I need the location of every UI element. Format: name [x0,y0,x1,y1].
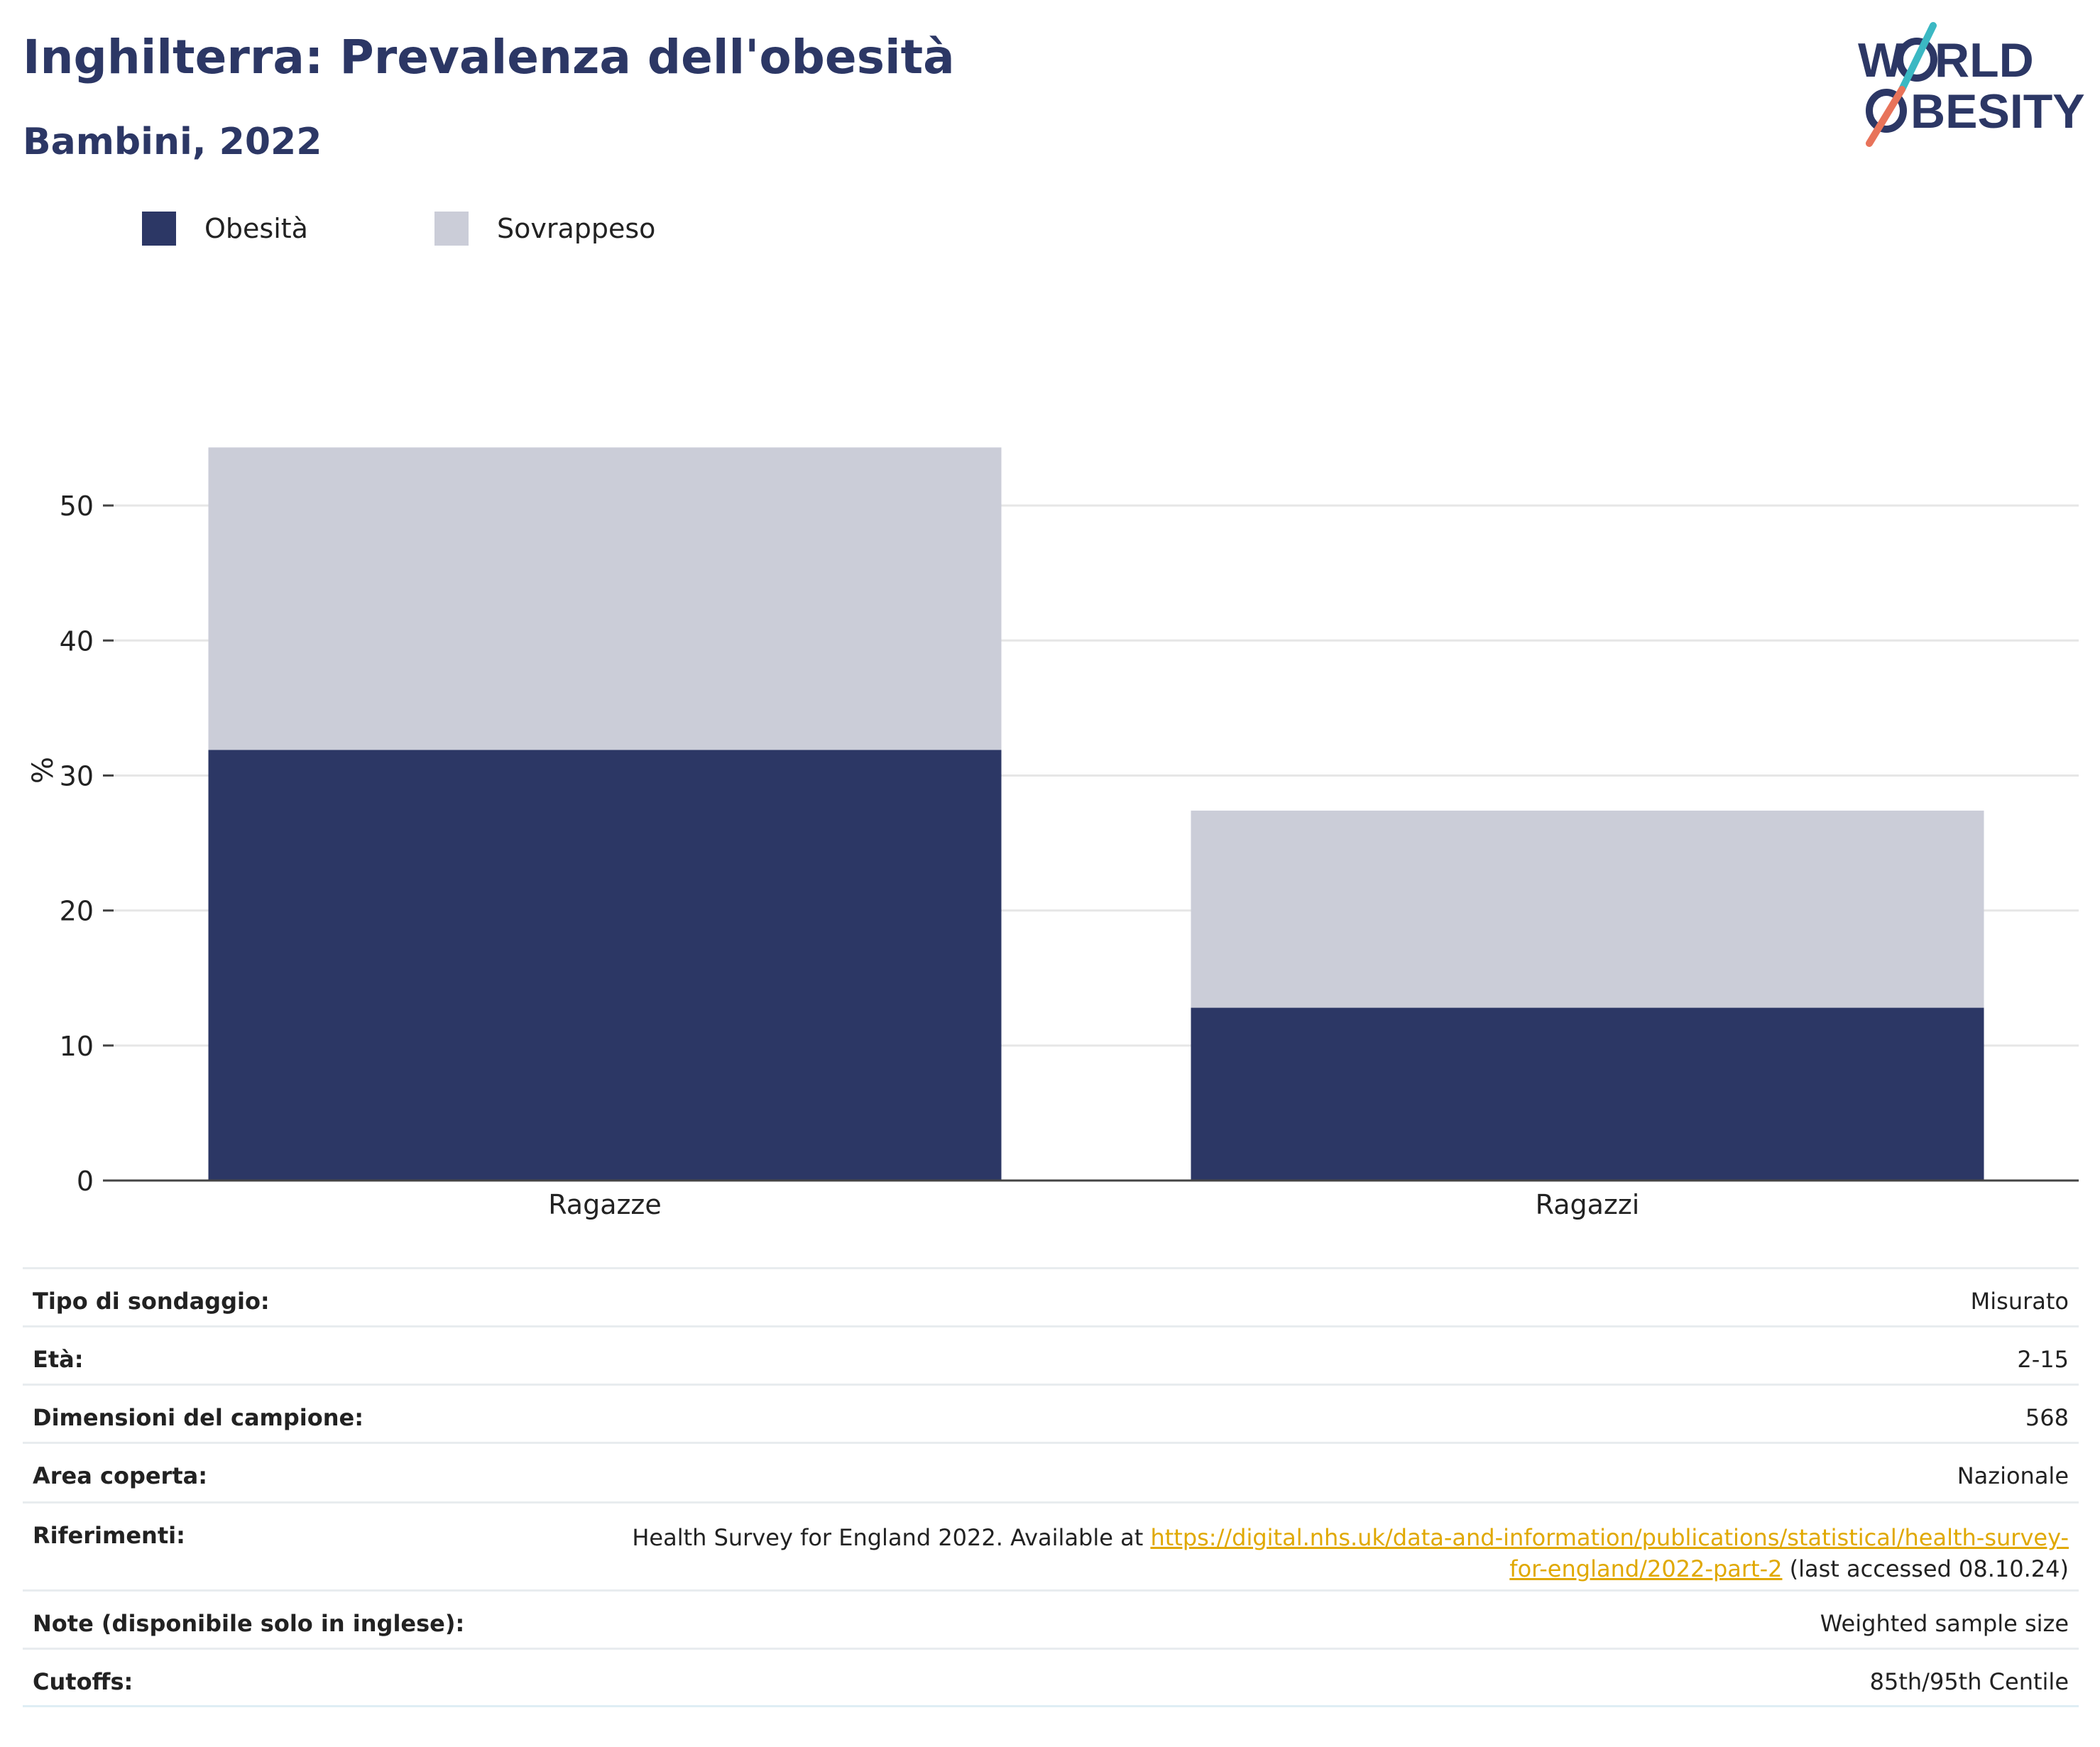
survey-details-table: Tipo di sondaggio: Misurato Età: 2-15 Dimens… [23,1267,2079,1707]
reference-link[interactable]: https://digital.nhs.uk/data-and-informat… [1150,1524,2069,1582]
legend-label-overweight: Sovrappeso [497,213,656,244]
logo-word-besity: BESITY [1910,84,2085,138]
logo-slash-coral [1866,86,1905,147]
bar-obesity-ragazzi[interactable] [1191,1007,1984,1181]
x-axis-tick-labels: Ragazze Ragazzi [548,1189,1639,1220]
logo-word-rld: RLD [1935,33,2034,87]
meta-value: Misurato [1970,1288,2069,1315]
world-obesity-logo: W RLD BESITY [1858,22,2085,147]
y-tick-label-0: 0 [77,1166,94,1197]
meta-value: 2-15 [2017,1346,2069,1373]
meta-label: Dimensioni del campione: [33,1404,364,1431]
meta-value: Nazionale [1957,1462,2069,1489]
page-title: Inghilterra: Prevalenza dell'obesità [23,30,955,84]
reference-accessed-note: (last accessed 08.10.24) [1782,1555,2069,1582]
legend-swatch-obesity [142,212,176,246]
meta-value: Health Survey for England 2022. Availabl… [606,1522,2069,1584]
logo-slash-teal [1898,22,1937,93]
meta-label: Cutoffs: [33,1668,133,1695]
meta-label: Riferimenti: [33,1522,185,1549]
meta-label: Età: [33,1346,84,1373]
meta-label: Note (disponibile solo in inglese): [33,1610,465,1637]
meta-row: Età: 2-15 [23,1325,2079,1384]
y-tick-label-50: 50 [60,491,94,522]
legend-item-overweight[interactable]: Sovrappeso [434,212,655,246]
x-tick-label-ragazzi: Ragazzi [1536,1189,1640,1220]
chart-bars [208,447,1984,1181]
y-tick-label-10: 10 [60,1031,94,1062]
stacked-bar-chart: 0 10 20 30 40 50 Ragazze Ragazzi % [27,447,2079,1220]
meta-row: Area coperta: Nazionale [23,1442,2079,1501]
meta-label: Area coperta: [33,1462,208,1489]
bar-obesity-ragazze[interactable] [208,750,1002,1181]
reference-text: Health Survey for England 2022. Availabl… [632,1524,1151,1551]
meta-row: Riferimenti: Health Survey for England 20… [23,1501,2079,1589]
meta-row: Note (disponibile solo in inglese): Weigh… [23,1589,2079,1648]
bar-overweight-ragazzi[interactable] [1191,810,1984,1008]
legend-item-obesity[interactable]: Obesità [142,212,308,246]
bar-overweight-ragazze[interactable] [208,447,1002,750]
y-tick-label-20: 20 [60,896,94,927]
y-tick-label-30: 30 [60,760,94,792]
legend-label-obesity: Obesità [204,213,308,244]
meta-value: 568 [2025,1404,2069,1431]
meta-row: Dimensioni del campione: 568 [23,1384,2079,1442]
logo-o-bottom [1866,89,1907,133]
meta-row: Cutoffs: 85th/95th Centile [23,1648,2079,1707]
logo-o-top [1896,38,1937,82]
legend-swatch-overweight [434,212,469,246]
y-tick-label-40: 40 [60,625,94,657]
x-tick-label-ragazze: Ragazze [548,1189,662,1220]
page-subtitle: Bambini, 2022 [23,121,322,163]
meta-value: Weighted sample size [1820,1610,2069,1637]
meta-value: 85th/95th Centile [1869,1668,2069,1695]
meta-row: Tipo di sondaggio: Misurato [23,1267,2079,1325]
meta-label: Tipo di sondaggio: [33,1288,270,1315]
y-axis-label: % [27,757,60,784]
y-axis-tick-labels: 0 10 20 30 40 50 [60,491,114,1197]
